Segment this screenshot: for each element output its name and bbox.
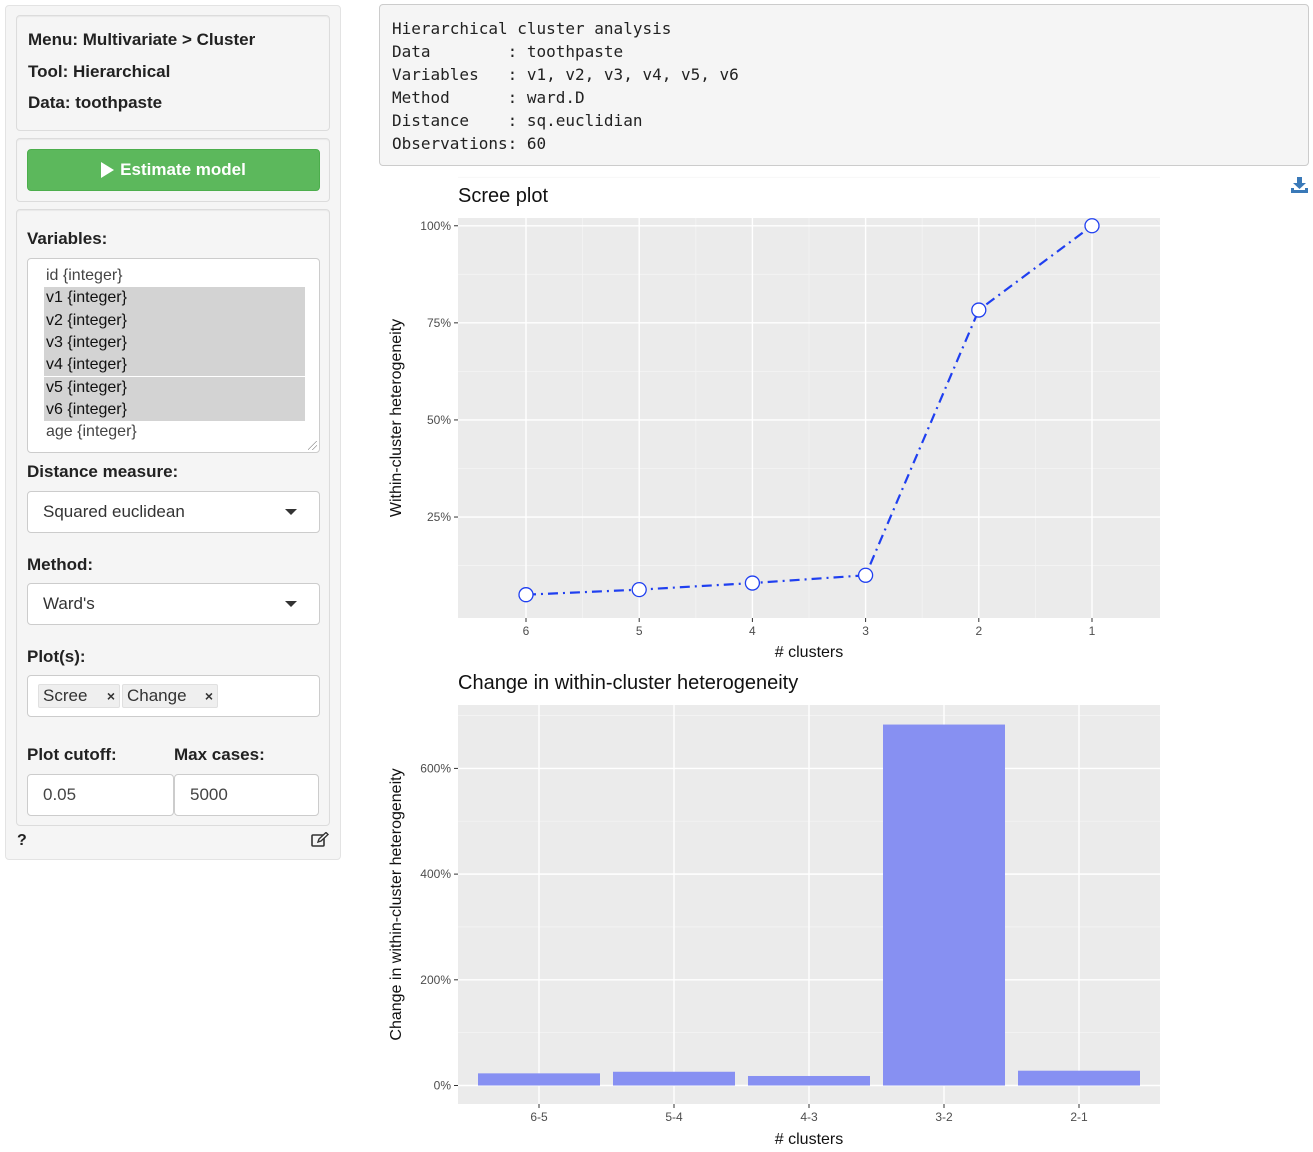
plot-cutoff-label: Plot cutoff: [27,745,117,764]
variable-option-v1[interactable]: v1 {integer} [44,287,305,310]
variable-option-v6[interactable]: v6 {integer} [44,398,305,422]
remove-tag-icon[interactable]: × [106,688,115,704]
info-panel: Menu: Multivariate > Cluster Tool: Hiera… [16,15,330,131]
variable-option-age[interactable]: age {integer} [46,423,137,441]
plot-cutoff-input[interactable]: 0.05 [27,774,174,816]
download-icon[interactable] [1291,177,1308,198]
summary-line: Data : toothpaste [392,42,624,61]
x-tick-label: 5 [636,624,643,638]
distance-measure-label: Distance measure: [27,462,179,481]
y-tick-label: 600% [420,761,451,775]
caret-down-icon [285,601,297,607]
y-tick-label: 400% [420,867,451,881]
model-summary-output: Hierarchical cluster analysis Data : too… [379,4,1309,166]
menu-path: Menu: Multivariate > Cluster [28,30,256,49]
plot-tag-scree: Scree × [38,684,120,708]
method-value: Ward's [43,594,95,613]
x-tick-label: 1 [1089,624,1096,638]
y-tick-label: 50% [427,413,451,427]
settings-panel: Variables: id {integer} v1 {integer} v2 … [16,209,330,826]
distance-measure-value: Squared euclidean [43,502,185,521]
scree-y-axis-label: Within-cluster heterogeneity [388,319,405,517]
change-bar [613,1071,735,1086]
plots-label: Plot(s): [27,647,86,666]
change-bar [883,724,1005,1086]
dataset-name: Data: toothpaste [28,93,163,112]
y-tick-label: 200% [420,973,451,987]
distance-measure-select[interactable]: Squared euclidean [27,491,320,533]
estimate-model-button[interactable]: Estimate model [27,149,320,191]
method-select[interactable]: Ward's [27,583,320,625]
x-tick-label: 4-3 [800,1110,818,1124]
variable-option-v3[interactable]: v3 {integer} [44,331,305,355]
plot-tag-change: Change × [122,684,218,708]
caret-down-icon [285,509,297,515]
max-cases-label: Max cases: [174,745,265,764]
y-tick-label: 100% [420,219,451,233]
help-icon[interactable]: ? [17,832,27,849]
change-bar [748,1075,870,1086]
summary-line: Distance : sq.euclidian [392,111,643,130]
y-tick-label: 25% [427,510,451,524]
scree-point [1084,218,1100,234]
variable-option-v5[interactable]: v5 {integer} [44,376,305,399]
estimate-panel: Estimate model [16,138,330,202]
scree-point [631,582,647,598]
variables-label: Variables: [27,229,108,248]
x-tick-label: 2 [975,624,982,638]
x-tick-label: 5-4 [665,1110,683,1124]
x-tick-label: 2-1 [1070,1110,1088,1124]
scree-point [857,567,874,583]
tool-name: Tool: Hierarchical [28,62,171,81]
scree-point [971,302,987,318]
change-bar [1018,1070,1140,1086]
resize-handle-icon[interactable] [308,441,317,450]
remove-tag-icon[interactable]: × [204,688,213,704]
variable-option-v4[interactable]: v4 {integer} [44,354,305,377]
edit-icon[interactable] [311,831,330,853]
scree-point [518,587,534,603]
x-tick-label: 6 [523,624,530,638]
x-tick-label: 4 [749,624,756,638]
y-tick-label: 75% [427,316,451,330]
sidebar: Menu: Multivariate > Cluster Tool: Hiera… [5,5,341,860]
x-tick-label: 3 [862,624,869,638]
variable-option-id[interactable]: id {integer} [46,267,123,284]
change-bar [478,1073,600,1086]
x-tick-label: 6-5 [530,1110,548,1124]
plot-tag-label: Change [127,686,187,705]
summary-line: Observations: 60 [392,134,547,153]
summary-line: Hierarchical cluster analysis [392,19,672,38]
summary-line: Method : ward.D [392,88,585,107]
scree-plot-title: Scree plot [458,185,549,207]
change-x-axis-label: # clusters [775,1131,843,1148]
change-y-axis-label: Change in within-cluster heterogeneity [388,768,405,1040]
summary-line: Variables : v1, v2, v3, v4, v5, v6 [392,65,739,84]
change-plot-title: Change in within-cluster heterogeneity [458,672,799,694]
scree-series-line [525,224,1093,596]
variables-listbox[interactable]: id {integer} v1 {integer} v2 {integer} v… [27,258,320,453]
method-label: Method: [27,555,94,574]
plots-multiselect[interactable]: Scree × Change × [27,675,320,717]
scree-x-axis-label: # clusters [775,644,843,661]
variable-option-v2[interactable]: v2 {integer} [44,309,305,332]
estimate-model-label: Estimate model [120,160,246,179]
y-tick-label: 0% [434,1079,452,1093]
x-tick-label: 3-2 [935,1110,953,1124]
plot-tag-label: Scree [43,686,88,705]
play-icon [101,162,115,178]
scree-point [744,575,761,591]
max-cases-input[interactable]: 5000 [174,774,319,816]
